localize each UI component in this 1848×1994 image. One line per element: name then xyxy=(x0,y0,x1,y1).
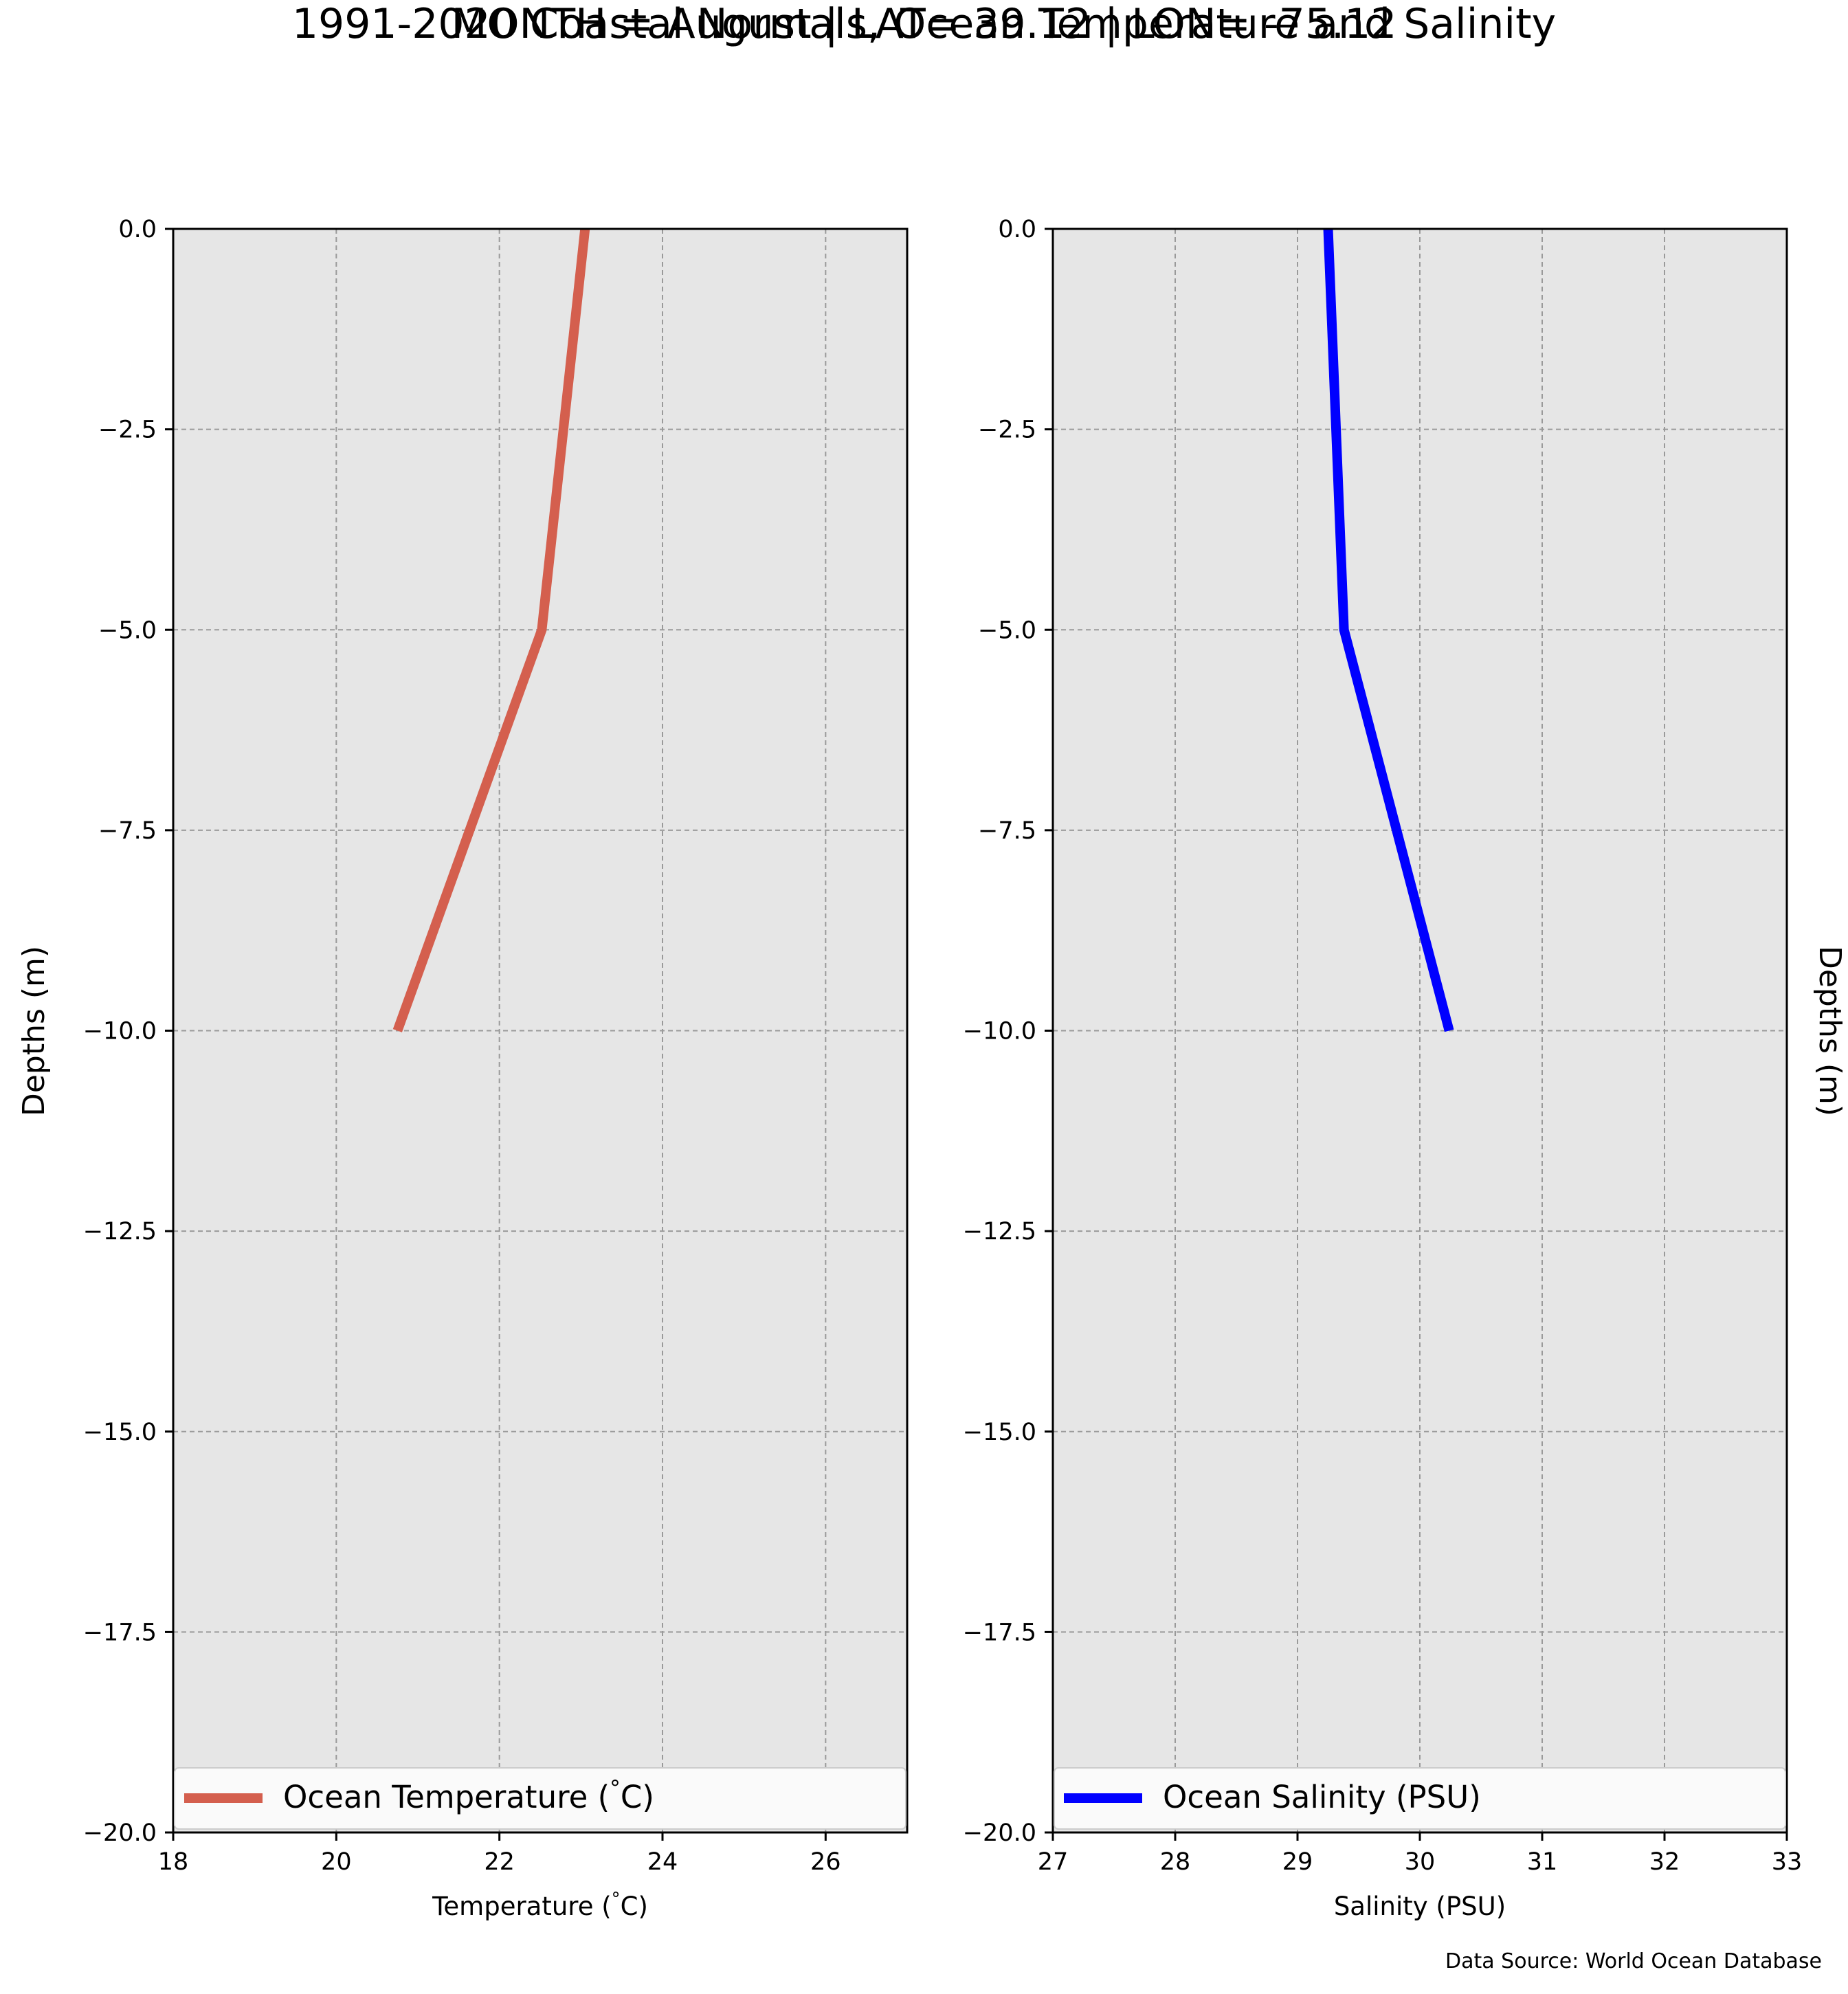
panel-temperature: 18 20 22 24 26 0.0 −2.5 −5.0 −7.5 −10.0 −12.5 −15.0… xyxy=(16,216,909,1921)
y-tick-label: −7.5 xyxy=(978,817,1036,845)
x-axis-label: Salinity (PSU) xyxy=(1334,1892,1506,1921)
x-tick-label: 32 xyxy=(1649,1848,1680,1876)
legend: Ocean Salinity (PSU) xyxy=(1054,1767,1786,1830)
y-tick-label: −17.5 xyxy=(83,1619,157,1646)
x-tick-label: 18 xyxy=(158,1848,189,1876)
y-tick-label: −5.0 xyxy=(978,617,1036,644)
y-tick-label: −5.0 xyxy=(98,617,157,644)
data-source-note: Data Source: World Ocean Database xyxy=(1445,1949,1822,1973)
y-tick-label: −2.5 xyxy=(98,417,157,444)
y-tick-label: −17.5 xyxy=(963,1619,1036,1646)
y-tick-label: 0.0 xyxy=(998,216,1036,243)
y-tick-label: −7.5 xyxy=(98,817,157,845)
x-tick-label: 26 xyxy=(810,1848,841,1876)
x-tick-label: 33 xyxy=(1772,1848,1803,1876)
y-tick-label: −10.0 xyxy=(83,1018,157,1045)
x-tick-label: 31 xyxy=(1527,1848,1558,1876)
x-tick-label: 24 xyxy=(647,1848,678,1876)
x-tick-label: 20 xyxy=(321,1848,352,1876)
series-line xyxy=(1323,228,1454,1032)
y-tick-label: −10.0 xyxy=(963,1018,1036,1045)
x-tick-label: 30 xyxy=(1405,1848,1436,1876)
y-tick-label: −12.5 xyxy=(963,1218,1036,1245)
y-tick-label: −12.5 xyxy=(83,1218,157,1245)
y-axis-label: Depths (m) xyxy=(1812,946,1847,1116)
legend-box xyxy=(1054,1767,1786,1830)
panel-salinity: 27 28 29 30 31 32 33 0.0 −2.5 −5.0 −7.5 −10.0 −12.5 −… xyxy=(963,216,1847,1921)
x-tick-label: 27 xyxy=(1038,1848,1069,1876)
y-axis-label: Depths (m) xyxy=(16,946,52,1116)
legend-box xyxy=(174,1767,906,1830)
chart-subtitle: MONTH = August | LAT= 39.12 | LON= -75.1… xyxy=(451,0,1397,48)
y-tick-label: 0.0 xyxy=(118,216,157,243)
y-tick-label: −20.0 xyxy=(963,1819,1036,1847)
x-axis-label: Temperature (°C) xyxy=(432,1889,648,1921)
y-tick-label: −15.0 xyxy=(83,1419,157,1446)
x-tick-label: 29 xyxy=(1282,1848,1313,1876)
x-tick-label: 22 xyxy=(484,1848,515,1876)
y-tick-label: −15.0 xyxy=(963,1419,1036,1446)
legend: Ocean Temperature (°C) xyxy=(174,1767,906,1830)
x-tick-label: 28 xyxy=(1160,1848,1191,1876)
chart-title: 1991-2020 Coastal Normals, Ocean Tempera… xyxy=(291,0,1557,48)
y-tick-label: −20.0 xyxy=(83,1819,157,1847)
legend-label: Ocean Temperature (°C) xyxy=(283,1776,654,1815)
y-tick-label: −2.5 xyxy=(978,417,1036,444)
series-line xyxy=(392,228,590,1032)
legend-label: Ocean Salinity (PSU) xyxy=(1163,1779,1481,1815)
